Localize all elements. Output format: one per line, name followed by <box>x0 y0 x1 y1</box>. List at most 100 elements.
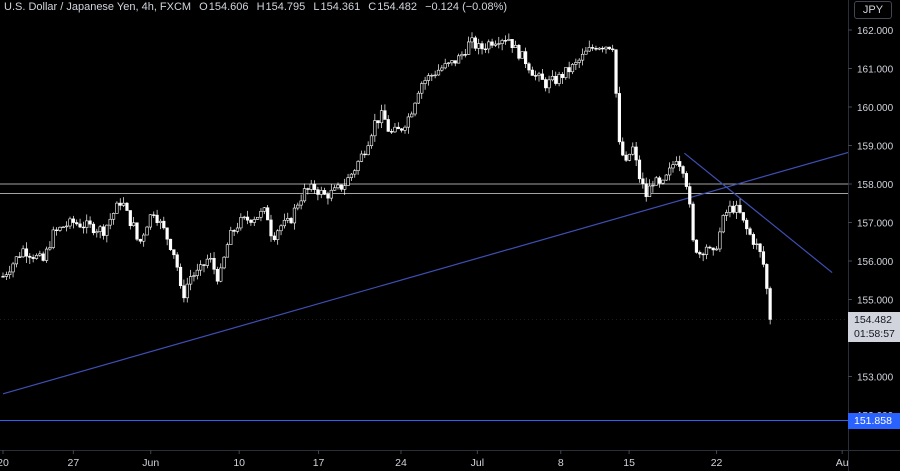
candle <box>463 48 467 58</box>
candle <box>567 61 571 79</box>
candle <box>755 238 759 250</box>
candle <box>711 247 715 256</box>
candle <box>172 249 176 259</box>
candle <box>78 218 82 228</box>
candle <box>38 250 42 257</box>
candle <box>386 115 390 132</box>
y-tick-label: 158.000 <box>857 180 894 191</box>
candle <box>262 207 266 215</box>
candle <box>356 159 360 175</box>
candle <box>443 58 447 70</box>
candle <box>132 216 136 227</box>
candle <box>88 216 92 228</box>
candle <box>336 182 340 190</box>
candle <box>199 260 203 276</box>
candle <box>44 246 49 263</box>
candle <box>590 44 595 51</box>
candle <box>580 48 585 66</box>
candle <box>560 72 565 85</box>
candle <box>547 75 551 94</box>
candle <box>718 227 722 252</box>
candle <box>493 40 498 47</box>
candle <box>339 184 343 192</box>
y-tick-label: 156.000 <box>857 257 894 268</box>
candle <box>118 198 122 211</box>
candle <box>570 62 575 75</box>
candle <box>731 201 735 215</box>
candle <box>41 251 45 262</box>
candle <box>152 211 156 219</box>
candle <box>651 180 655 193</box>
candle <box>195 263 199 280</box>
candle <box>617 86 621 145</box>
candle <box>450 60 454 66</box>
candle <box>550 70 554 82</box>
candle <box>728 200 732 218</box>
candle <box>383 104 387 120</box>
candle <box>724 209 729 221</box>
candle <box>701 252 705 262</box>
x-tick-label: 15 <box>623 457 635 469</box>
candle <box>668 162 672 181</box>
candle <box>507 33 511 42</box>
high-label: H <box>256 1 265 13</box>
candle <box>249 219 253 226</box>
candle <box>513 40 518 48</box>
candle <box>225 242 230 258</box>
currency-button[interactable]: JPY <box>854 1 892 19</box>
candle <box>48 241 52 251</box>
y-tick-label: 160.000 <box>857 103 894 114</box>
candle <box>148 214 153 230</box>
y-tick-label: 153.000 <box>857 373 894 384</box>
candle <box>587 40 591 52</box>
candle <box>681 165 685 178</box>
candle <box>604 46 608 54</box>
candle <box>627 153 632 162</box>
candle <box>245 210 250 225</box>
candle <box>202 264 206 273</box>
candle <box>276 229 280 245</box>
candle <box>68 216 72 230</box>
candle <box>8 265 12 279</box>
candle <box>594 45 598 51</box>
candle <box>611 44 615 53</box>
candle <box>98 224 102 239</box>
candle <box>205 254 209 269</box>
candle <box>684 171 688 190</box>
candle <box>745 217 749 235</box>
candle <box>490 38 494 48</box>
candle <box>601 46 605 53</box>
candle <box>400 127 404 133</box>
candle <box>406 113 410 134</box>
candle <box>389 128 394 134</box>
candle <box>544 77 548 92</box>
candle <box>487 39 491 54</box>
candle <box>239 213 243 231</box>
x-tick-label: 10 <box>233 457 245 469</box>
candle <box>674 156 678 166</box>
candle <box>14 256 18 268</box>
candle <box>11 261 15 278</box>
candle <box>597 47 601 51</box>
candle <box>393 123 397 133</box>
candle <box>18 252 22 258</box>
candle <box>322 187 327 195</box>
candle <box>343 178 347 195</box>
x-tick-label: 22 <box>711 457 723 469</box>
candle <box>4 271 8 281</box>
candle <box>111 212 116 225</box>
candle <box>517 44 521 61</box>
candle <box>242 215 246 220</box>
candle <box>577 58 581 69</box>
candle <box>319 186 323 199</box>
candle <box>178 263 183 289</box>
candle <box>158 218 163 230</box>
candle <box>477 38 481 55</box>
open-value: 154.606 <box>208 1 249 13</box>
candle <box>765 263 769 295</box>
candle <box>557 71 561 87</box>
candle <box>95 228 99 238</box>
candle <box>721 214 725 234</box>
candle <box>289 216 293 224</box>
